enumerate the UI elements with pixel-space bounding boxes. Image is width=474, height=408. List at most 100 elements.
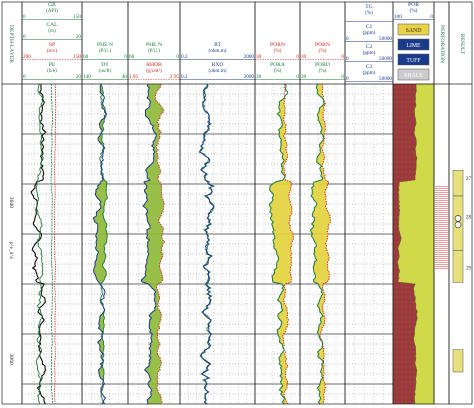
side-labels: 27 28 29 DEPTH-LAYER PERFORATION RESULT 3040 30… — [8, 25, 472, 365]
zone-label: p^e_ii^z — [8, 242, 13, 260]
curve-pord — [309, 83, 325, 405]
header-name-porn: PORN — [270, 42, 285, 48]
result-box — [452, 250, 464, 283]
result-box — [452, 170, 464, 197]
header-unit: (ppm) — [363, 49, 376, 56]
header-name-rhob: RHOB — [146, 62, 162, 68]
result-label-28: 28 — [466, 215, 472, 220]
header-name-dt: DT — [101, 62, 109, 68]
header-max: 50000 — [379, 56, 392, 62]
header-min: 200 — [23, 54, 31, 60]
header-name-pe: PE — [49, 62, 56, 68]
header-max: 0 — [176, 54, 179, 60]
header-max: 0 — [296, 54, 299, 60]
result-label-27: 27 — [466, 177, 472, 182]
header-min: 1.95 — [129, 74, 138, 80]
header-name-por: POR — [408, 2, 419, 8]
legend-lime-label: LIME — [406, 43, 421, 49]
header-max: 150 — [73, 14, 81, 20]
header-unit: (ohm.m) — [208, 67, 226, 74]
result-marker-circle — [454, 221, 462, 229]
header-max: 0 — [124, 54, 127, 60]
header-name-rt: RT — [214, 42, 221, 48]
result-box — [452, 349, 464, 373]
header-unit: (%) — [274, 67, 282, 74]
header-min: 30 — [301, 54, 307, 60]
depth-layer-label: DEPTH-LAYER — [8, 25, 14, 63]
header-unit: (g/cm³) — [146, 67, 162, 74]
header-unit: (%) — [274, 47, 282, 54]
header-max: 2.95 — [170, 74, 179, 80]
header-name-c2: C2 — [366, 44, 373, 50]
header-unit: (ppm) — [363, 69, 376, 76]
header-min: 0.2 — [181, 54, 188, 60]
header-name-pord: PORD — [315, 62, 330, 68]
log-curves — [30, 83, 332, 405]
header-unit: (%) — [319, 67, 327, 74]
header-max: 20 — [76, 34, 82, 40]
curve-phen-2 — [140, 83, 157, 405]
header-min: 0 — [23, 14, 26, 20]
header-unit: (ppm) — [363, 29, 376, 36]
header-name-sp: SP — [49, 42, 55, 48]
header-max: 0 — [341, 54, 344, 60]
result-label: RESULT — [459, 34, 465, 55]
header-unit: (in) — [48, 27, 56, 34]
header-area: GR(API) 0 150 CAL(in) 0 20 SP(mv) 200 150 PE(b/e)… — [22, 2, 434, 82]
header-name-cal: CAL — [46, 22, 58, 28]
perforation-label: PERFORATION — [439, 25, 445, 63]
curve-pora — [269, 83, 289, 405]
curve-porn-1 — [282, 84, 295, 405]
header-min: 0.2 — [181, 74, 188, 80]
curve-rhob — [154, 83, 166, 405]
legend-lime-box — [397, 38, 430, 51]
header-unit: (P.U.) — [99, 47, 111, 54]
fill-pora — [269, 98, 294, 404]
header-unit: (%) — [365, 9, 373, 16]
depth-tick-3060: 3060 — [8, 354, 14, 365]
header-name-c1: C1 — [366, 24, 373, 30]
header-min: 0 — [346, 76, 349, 82]
header-name-rxo: RXO — [212, 62, 224, 68]
header-unit: (mv) — [47, 47, 57, 54]
header-min: 100 — [394, 14, 402, 20]
legend-shale-label: SHALE — [404, 73, 423, 79]
header-max: 0 — [341, 74, 344, 80]
header-min: 30 — [256, 54, 262, 60]
header-min: 0 — [23, 74, 26, 80]
legend-sand-label: SAND — [406, 28, 422, 34]
header-name-tg: TG — [365, 4, 372, 10]
curve-gr — [30, 83, 47, 405]
legend-tuff-label: TUFF — [406, 58, 421, 64]
header-name-gr: GR — [48, 2, 56, 8]
header-name-c3: C3 — [366, 64, 373, 70]
header-unit: (%) — [319, 47, 327, 54]
header-min: 140 — [83, 74, 91, 80]
header-name-pora: PORA — [270, 62, 285, 68]
header-max: 50000 — [379, 76, 392, 82]
track-frame-10 — [448, 1, 473, 405]
curve-porn-2 — [319, 83, 332, 405]
header-min: 30 — [301, 74, 307, 80]
depth-tick-3040: 3040 — [8, 197, 14, 208]
header-unit: (b/e) — [47, 67, 57, 74]
header-max: 150 — [73, 54, 81, 60]
lithology-sand-fill — [397, 83, 435, 405]
curve-pe — [35, 83, 45, 404]
header-min: 60 — [83, 54, 89, 60]
curve-sp — [53, 83, 57, 405]
curve-cal — [50, 83, 53, 404]
result-marker-circle — [454, 215, 462, 222]
header-min: 0 — [346, 56, 349, 62]
header-unit: (P.U.) — [148, 47, 160, 54]
header-name-phe-n: PHE N — [146, 42, 162, 48]
lithology-column — [393, 83, 464, 405]
result-label-29: 29 — [466, 267, 472, 272]
legend-shale-box — [397, 68, 430, 81]
legend-tuff-box — [397, 53, 430, 66]
header-max: 2000 — [244, 74, 255, 80]
header-unit: (API) — [46, 7, 58, 14]
header-min: 60 — [129, 54, 135, 60]
